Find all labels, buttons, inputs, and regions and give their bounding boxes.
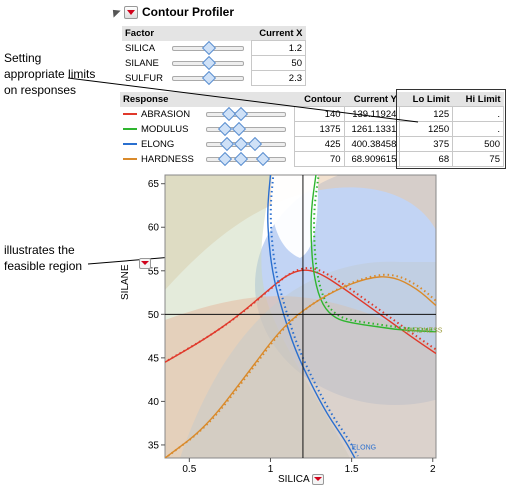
- y-axis-dropdown-icon[interactable]: [138, 258, 151, 269]
- factor-table: Factor Current X SILICA 1.2 SILANE 50 SU…: [122, 26, 306, 86]
- factor-row-sulfur: SULFUR 2.3: [122, 70, 306, 86]
- abrasion-infeasible-region: [165, 296, 436, 458]
- abrasion-limit-line: [167, 267, 436, 362]
- x-tick-label: 2: [430, 464, 436, 475]
- response-header: Response: [120, 92, 203, 107]
- annotation-limits: Setting appropriate limits on responses: [4, 51, 96, 97]
- hardness-color-swatch: [123, 157, 137, 160]
- annotation-feasible-region: illustrates the feasible region: [4, 243, 83, 273]
- feasible-region: [271, 175, 318, 258]
- panel-header: Contour Profiler: [109, 4, 234, 20]
- sulfur-slider[interactable]: [172, 70, 245, 86]
- current-x-header: Current X: [251, 26, 306, 41]
- hardness-contour[interactable]: 70: [293, 151, 345, 167]
- modulus-color-swatch: [123, 127, 137, 130]
- factor-name: SILICA: [125, 42, 156, 54]
- modulus-slider[interactable]: [205, 121, 286, 137]
- silane-value[interactable]: 50: [251, 55, 306, 71]
- modulus-lo-limit[interactable]: 1250: [399, 121, 454, 137]
- crosshair[interactable]: [165, 175, 436, 458]
- y-tick-label: 55: [148, 266, 160, 277]
- y-tick-label: 35: [148, 440, 160, 451]
- shaded-regions: [165, 175, 436, 458]
- hardness-lo-limit[interactable]: 68: [399, 151, 454, 167]
- y-axis-title: SILANE: [120, 264, 131, 300]
- abrasion-slider[interactable]: [205, 106, 286, 122]
- contour-header: Contour: [294, 92, 345, 107]
- hi-limit-header: Hi Limit: [452, 92, 504, 107]
- panel-title: Contour Profiler: [142, 5, 234, 19]
- factor-name: SULFUR: [125, 72, 164, 84]
- hardness-hi-limit[interactable]: 75: [452, 151, 504, 167]
- abrasion-contour[interactable]: 140: [293, 106, 345, 122]
- abrasion-lo-limit[interactable]: 125: [399, 106, 454, 122]
- elong-contour[interactable]: 425: [293, 136, 345, 152]
- abrasion-contour-line: [165, 269, 436, 363]
- x-tick-label: 0.5: [182, 464, 196, 475]
- plot-frame: [164, 174, 437, 459]
- modulus-hi-limit[interactable]: .: [452, 121, 504, 137]
- hardness-limit-line: [167, 273, 436, 457]
- y-tick-label: 50: [148, 310, 160, 321]
- x-tick-label: 1: [268, 464, 274, 475]
- contour-lines: [165, 175, 436, 458]
- silica-slider[interactable]: [172, 40, 245, 56]
- sulfur-value[interactable]: 2.3: [251, 70, 306, 86]
- overlap-region: [180, 261, 436, 458]
- x-axis-dropdown-icon[interactable]: [312, 474, 324, 485]
- x-tick-label: 1.5: [345, 464, 359, 475]
- hardness-slider[interactable]: [205, 151, 286, 167]
- y-tick-label: 65: [148, 179, 160, 190]
- plot-axes: 0.5 1 1.5 2 35 40 45 50 55 60 65: [148, 174, 437, 475]
- y-tick-label: 45: [148, 353, 160, 364]
- abrasion-color-swatch: [123, 112, 137, 115]
- red-triangle-menu-icon[interactable]: [124, 5, 138, 19]
- response-row-modulus: MODULUS 1375 1261.1331 1250 .: [120, 121, 504, 137]
- lo-limit-header: Lo Limit: [399, 92, 453, 107]
- curve-label: ELONG: [352, 444, 377, 451]
- y-tick-label: 60: [148, 223, 160, 234]
- limits-highlight-box: [396, 89, 506, 169]
- factor-name: SILANE: [125, 57, 159, 69]
- response-row-hardness: HARDNESS 70 68.909615 68 75: [120, 151, 504, 167]
- factor-row-silane: SILANE 50: [122, 55, 306, 71]
- y-tick-label: 40: [148, 397, 160, 408]
- elong-slider[interactable]: [205, 136, 286, 152]
- silica-value[interactable]: 1.2: [251, 40, 306, 56]
- modulus-contour-line: [310, 175, 436, 333]
- pointer-line-limits: [67, 77, 419, 123]
- factor-header: Factor: [122, 26, 170, 41]
- silane-slider[interactable]: [172, 55, 245, 71]
- curve-label: HARDNESS: [404, 328, 443, 335]
- response-row-abrasion: ABRASION 140 139.11924 125 .: [120, 106, 504, 122]
- hardness-current-y: 68.909615: [343, 151, 401, 167]
- modulus-current-y: 1261.1331: [343, 121, 401, 137]
- modulus-limit-line: [313, 175, 436, 331]
- current-y-header: Current Y: [344, 92, 400, 107]
- curve-labels: HARDNESS ELONG: [352, 328, 443, 452]
- x-axis-title: SILICA: [278, 474, 310, 485]
- elong-contour-line: [267, 175, 356, 458]
- factor-row-silica: SILICA 1.2: [122, 40, 306, 56]
- response-table: Response Contour Current Y Lo Limit Hi L…: [120, 92, 504, 167]
- response-row-elong: ELONG 425 400.38458 375 500: [120, 136, 504, 152]
- elong-color-swatch: [123, 142, 137, 145]
- elong-hi-limit[interactable]: 500: [452, 136, 504, 152]
